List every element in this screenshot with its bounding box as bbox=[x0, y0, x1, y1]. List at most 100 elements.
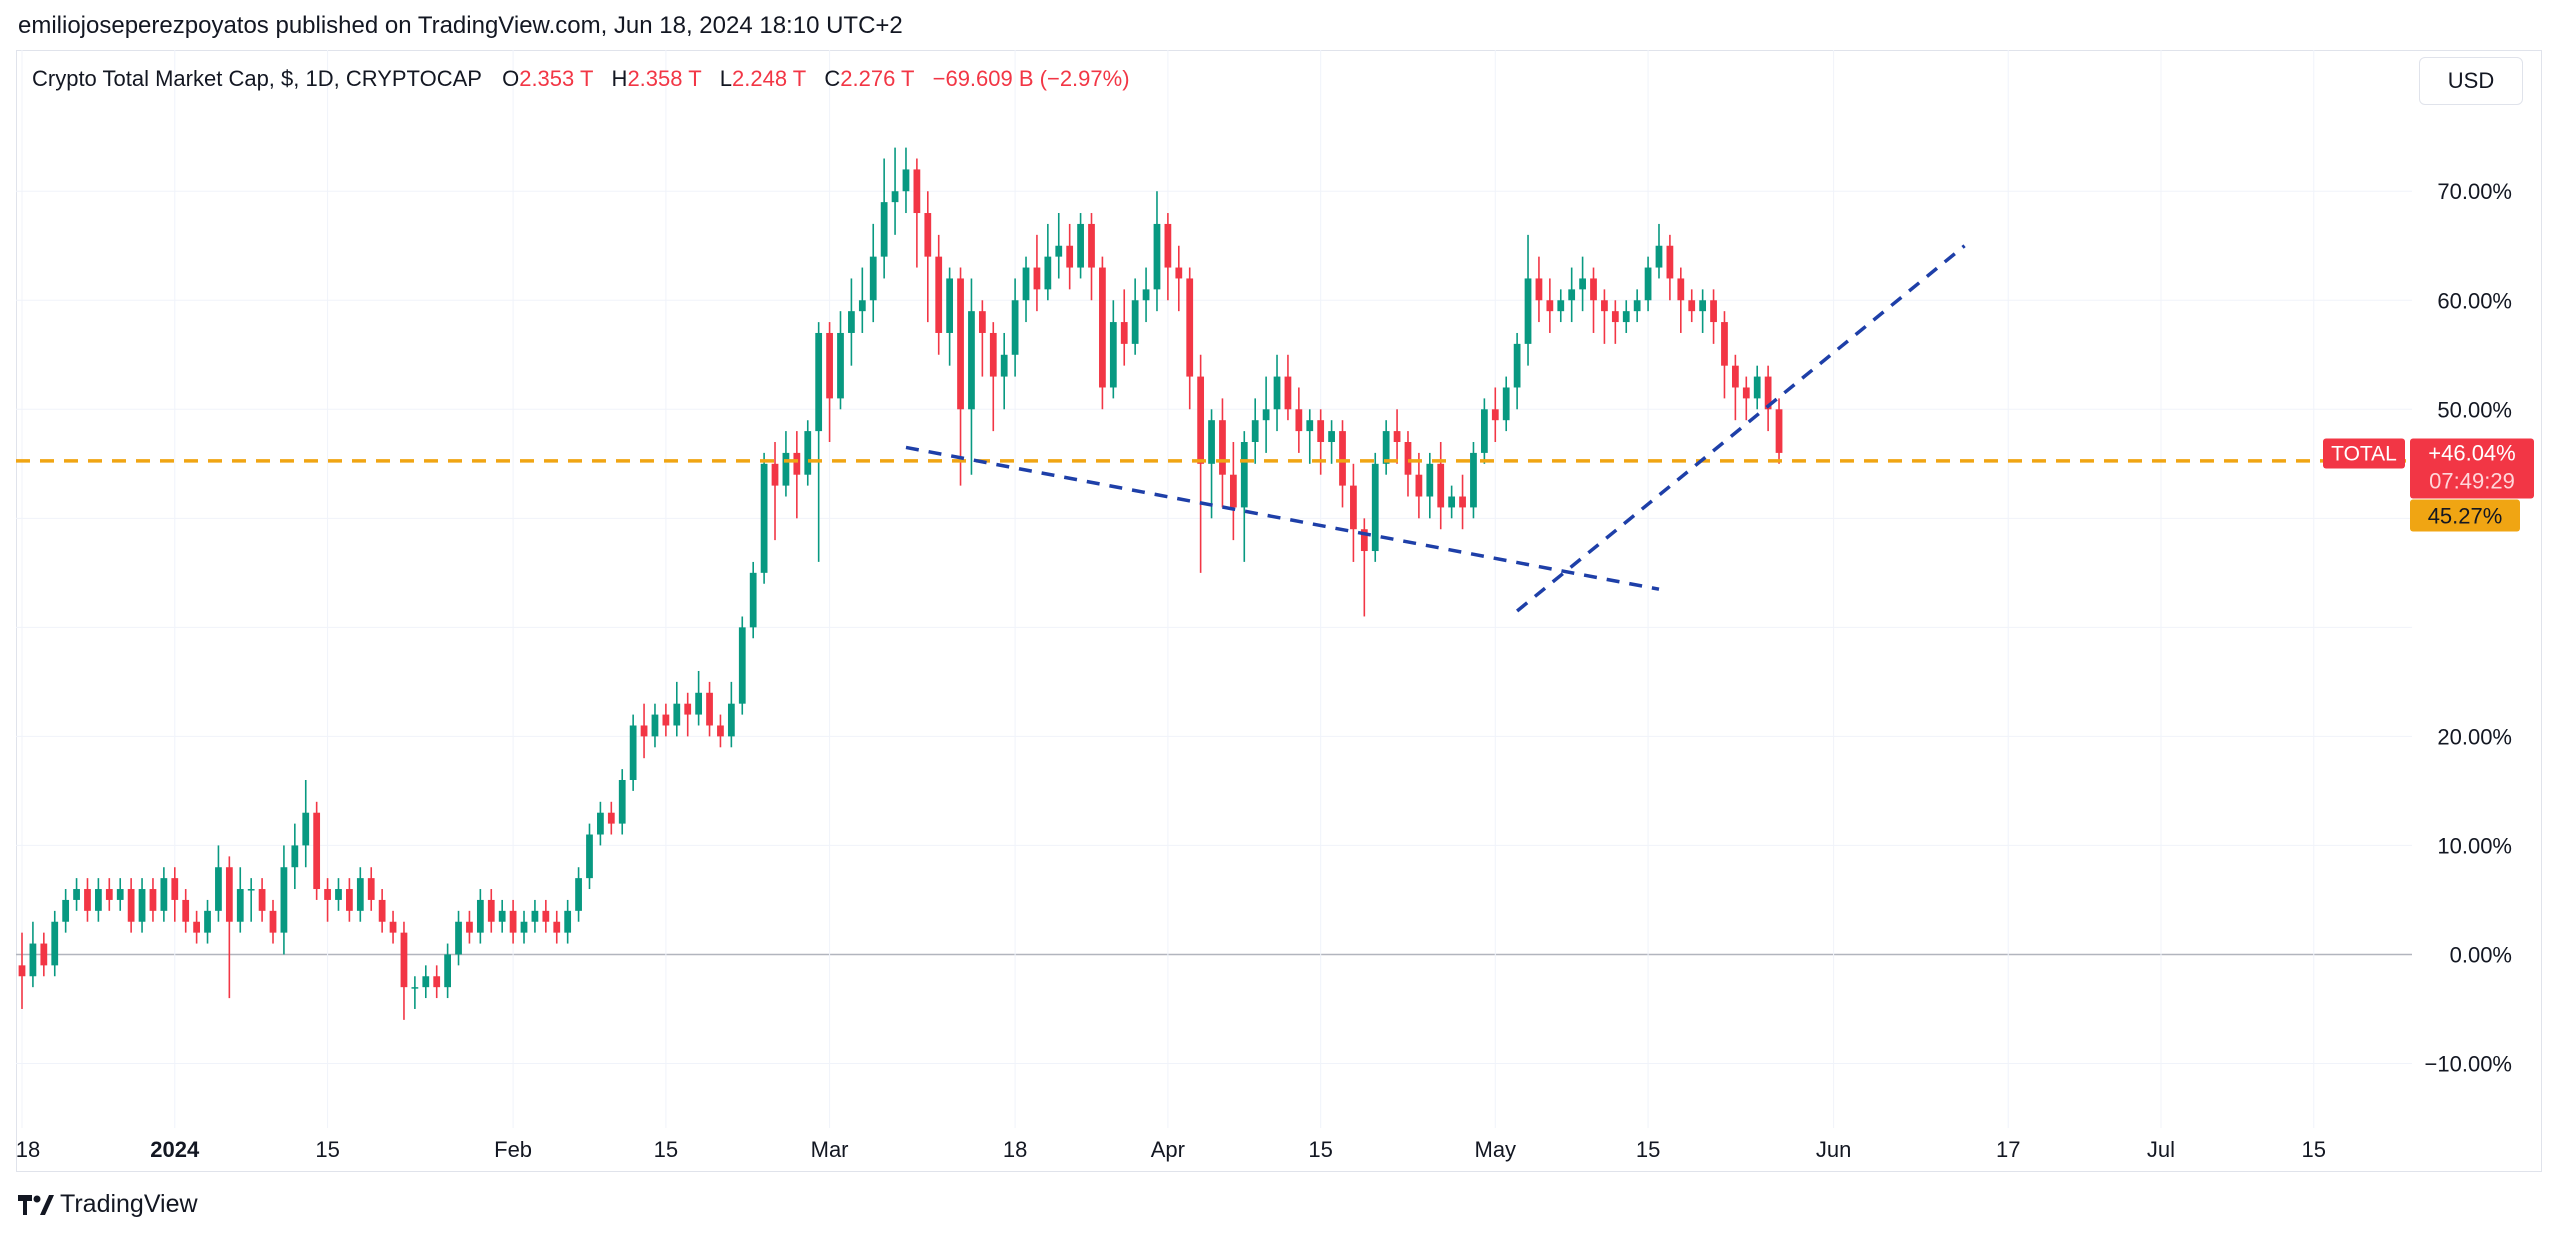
candle-body bbox=[302, 812, 310, 846]
candle-body bbox=[1459, 496, 1466, 508]
candle-body bbox=[1066, 245, 1074, 268]
symbol-badge bbox=[2323, 438, 2405, 469]
candle-body bbox=[411, 987, 419, 989]
x-tick-label: Apr bbox=[1151, 1137, 1185, 1162]
candle-body bbox=[575, 878, 582, 911]
low-key: L bbox=[719, 66, 733, 91]
candle-body bbox=[1470, 452, 1477, 508]
candle-body bbox=[1219, 420, 1226, 475]
candle-body bbox=[160, 878, 168, 911]
candle-body bbox=[1120, 322, 1128, 344]
symbol-badge-label: TOTAL bbox=[2331, 442, 2397, 465]
candle-body bbox=[1491, 409, 1499, 421]
candle-body bbox=[1568, 289, 1576, 301]
candle-body bbox=[837, 332, 844, 399]
candle-body bbox=[433, 976, 441, 988]
x-tick-label: 15 bbox=[654, 1137, 678, 1162]
high-key: H bbox=[611, 66, 628, 91]
candle-body bbox=[335, 889, 342, 900]
candle-body bbox=[1175, 267, 1183, 279]
candle-body bbox=[629, 725, 637, 780]
candle-body bbox=[444, 954, 451, 988]
candle-body bbox=[138, 889, 146, 922]
candle-body bbox=[968, 311, 975, 410]
y-tick-label: 20.00% bbox=[2437, 724, 2512, 749]
candle-body bbox=[1339, 431, 1346, 486]
candle-body bbox=[247, 889, 255, 891]
tradingview-logo[interactable]: TradingView bbox=[18, 1190, 198, 1219]
symbol-name[interactable]: Crypto Total Market Cap, $, 1D, CRYPTOCA… bbox=[32, 66, 482, 91]
x-tick-label: Jun bbox=[1816, 1137, 1851, 1162]
change-value: −69.609 B (−2.97%) bbox=[932, 66, 1130, 91]
candle-body bbox=[280, 867, 288, 933]
candle-body bbox=[1164, 223, 1172, 268]
candle-body bbox=[1448, 496, 1456, 508]
x-tick-label: 17 bbox=[1996, 1137, 2020, 1162]
candle-body bbox=[684, 703, 692, 715]
candle-body bbox=[1524, 278, 1532, 344]
candle-body bbox=[258, 889, 266, 911]
candle-body bbox=[193, 921, 200, 933]
high-value: 2.358 T bbox=[627, 66, 702, 91]
last-price-badge bbox=[2410, 438, 2534, 499]
candle-body bbox=[793, 452, 801, 475]
candle-body bbox=[1371, 463, 1379, 552]
candle-body bbox=[1437, 463, 1445, 508]
candle-body bbox=[1186, 278, 1194, 377]
candle-body bbox=[1655, 245, 1663, 268]
candle-body bbox=[695, 692, 703, 715]
candle-body bbox=[727, 703, 735, 737]
candle-body bbox=[1753, 376, 1761, 399]
candle-body bbox=[356, 878, 364, 911]
candle-body bbox=[1742, 387, 1750, 399]
candle-body bbox=[935, 256, 943, 333]
candle-body bbox=[1546, 300, 1554, 312]
candle-body bbox=[1251, 420, 1259, 442]
candle-body bbox=[324, 889, 331, 900]
candle-body bbox=[869, 256, 877, 301]
x-tick-label: 2024 bbox=[150, 1137, 200, 1162]
candle-body bbox=[520, 921, 528, 933]
candle-body bbox=[1393, 431, 1401, 442]
candle-body bbox=[422, 976, 430, 988]
open-key: O bbox=[502, 66, 520, 91]
candle-body bbox=[597, 812, 604, 835]
candle-body bbox=[1240, 442, 1248, 508]
candle-body bbox=[1317, 420, 1325, 442]
candle-body bbox=[1153, 223, 1161, 290]
candle-body bbox=[1262, 409, 1270, 421]
candle-body bbox=[1688, 300, 1696, 312]
candle-body bbox=[782, 452, 790, 486]
candle-body bbox=[902, 169, 910, 192]
candle-body bbox=[1677, 278, 1685, 301]
candle-body bbox=[40, 943, 48, 966]
candle-body bbox=[1077, 223, 1084, 268]
candle-body bbox=[1633, 300, 1641, 312]
candle-body bbox=[73, 889, 80, 900]
candle-body bbox=[586, 834, 593, 879]
candle-body bbox=[858, 300, 866, 312]
candle-body bbox=[651, 714, 659, 737]
candle-body bbox=[389, 921, 397, 933]
candle-body bbox=[1044, 256, 1052, 290]
candle-body bbox=[1382, 431, 1390, 464]
candle-body bbox=[1535, 278, 1543, 301]
candle-body bbox=[236, 889, 244, 922]
candle-body bbox=[607, 812, 615, 824]
candle-body bbox=[1426, 463, 1434, 497]
currency-button[interactable]: USD bbox=[2419, 57, 2523, 105]
chart-frame[interactable] bbox=[16, 50, 2542, 1172]
x-tick-label: Jul bbox=[2147, 1137, 2175, 1162]
candle-body bbox=[105, 889, 113, 900]
candle-body bbox=[1088, 223, 1095, 268]
candle-body bbox=[400, 932, 408, 988]
candle-body bbox=[717, 725, 724, 737]
x-tick-label: 15 bbox=[2302, 1137, 2326, 1162]
x-tick-label: 15 bbox=[1308, 1137, 1332, 1162]
candle-body bbox=[1513, 343, 1521, 388]
x-tick-label: 18 bbox=[1003, 1137, 1027, 1162]
candle-body bbox=[1208, 420, 1215, 464]
candle-body bbox=[1229, 474, 1237, 508]
candle-body bbox=[618, 780, 626, 824]
